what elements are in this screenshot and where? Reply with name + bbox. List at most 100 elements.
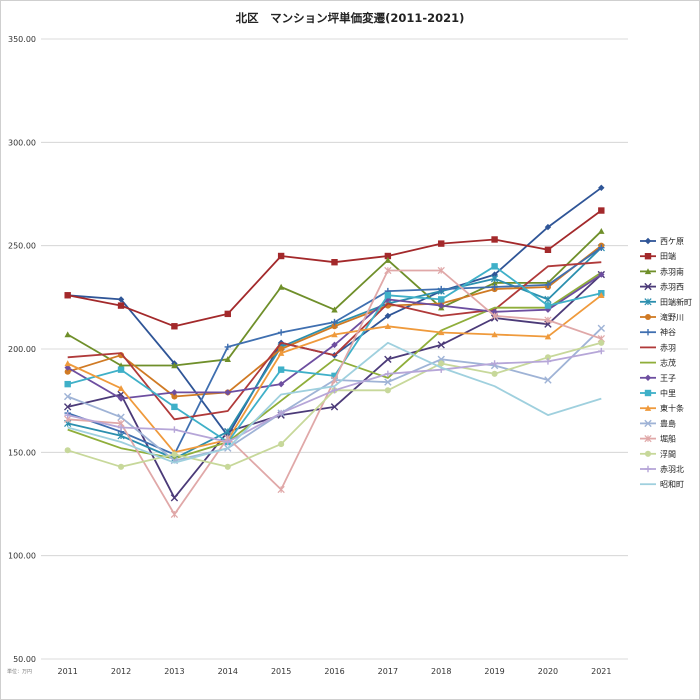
legend-marker <box>644 405 652 411</box>
data-point <box>490 312 499 320</box>
data-point <box>171 393 178 400</box>
data-point <box>544 246 552 253</box>
legend-marker <box>644 389 652 397</box>
y-tick-label: 350.00 <box>8 35 36 44</box>
data-point <box>544 302 552 309</box>
data-point <box>171 362 178 369</box>
data-point <box>171 403 178 411</box>
legend-label: 豊島 <box>660 418 676 428</box>
data-point <box>544 333 552 340</box>
data-point <box>598 207 605 214</box>
data-point <box>331 318 338 326</box>
data-point <box>598 184 605 191</box>
data-point <box>278 345 285 353</box>
data-point <box>384 252 392 260</box>
data-point <box>598 244 605 251</box>
data-point <box>331 323 338 330</box>
grid-lines <box>41 38 628 660</box>
data-point <box>438 296 445 303</box>
data-point <box>384 387 391 394</box>
legend-item: 王子 <box>640 374 676 383</box>
legend-item: 赤羽南 <box>640 266 684 276</box>
legend-item: 神谷 <box>640 327 676 337</box>
legend-item: 中里 <box>640 388 676 398</box>
data-point <box>117 413 125 421</box>
x-tick-label: 2021 <box>591 667 611 676</box>
legend-item: 浮間 <box>640 449 676 459</box>
y-tick-label: 50.00 <box>13 655 36 664</box>
legend-item: 赤羽 <box>640 343 676 352</box>
data-point <box>63 392 72 401</box>
legend-label: 昭和町 <box>660 480 684 489</box>
data-point <box>438 360 445 367</box>
data-point <box>437 266 445 275</box>
data-point <box>438 285 445 293</box>
data-point <box>598 339 605 346</box>
data-point <box>278 441 285 448</box>
series-8 <box>67 261 602 421</box>
data-point <box>544 354 551 361</box>
data-point <box>277 283 285 290</box>
y-tick-label: 150.00 <box>8 448 36 457</box>
data-point <box>117 385 125 391</box>
legend-label: 王子 <box>660 374 676 383</box>
legend-marker <box>644 237 652 245</box>
data-point <box>277 329 285 336</box>
data-point <box>331 306 338 313</box>
legend-marker <box>644 450 652 457</box>
data-point <box>384 312 392 320</box>
series-line <box>67 341 602 468</box>
y-tick-label: 250.00 <box>8 242 36 251</box>
legend-label: 中里 <box>660 388 676 398</box>
x-tick-label: 2020 <box>538 667 558 676</box>
y-tick-label: 200.00 <box>8 345 36 354</box>
data-point <box>224 438 231 446</box>
legend-label: 田端新町 <box>660 297 692 307</box>
data-point <box>598 271 605 278</box>
x-tick-label: 2012 <box>111 667 131 676</box>
data-point <box>171 451 178 458</box>
data-point <box>598 292 605 298</box>
data-point <box>117 424 125 431</box>
data-point <box>490 275 499 283</box>
data-point <box>171 426 178 433</box>
legend-item: 東十条 <box>640 403 684 413</box>
data-point <box>384 378 392 386</box>
legend-marker <box>644 268 652 275</box>
legend-label: 赤羽北 <box>660 465 684 474</box>
legend-label: 堀船 <box>660 434 676 444</box>
data-point <box>491 360 498 367</box>
data-point <box>491 331 498 338</box>
data-point <box>544 295 552 304</box>
data-point <box>330 403 339 411</box>
x-tick-label: 2011 <box>58 667 78 676</box>
data-point <box>277 349 285 356</box>
legend-marker <box>644 434 652 443</box>
x-tick-label: 2016 <box>324 667 344 676</box>
chart-title: 北区 マンション坪単価変遷(2011-2021) <box>236 11 465 25</box>
data-point <box>598 347 605 355</box>
legend-label: 田端 <box>660 251 676 261</box>
data-point <box>64 292 71 299</box>
data-point <box>384 323 392 329</box>
data-point <box>117 366 125 373</box>
data-point <box>171 323 178 330</box>
data-point <box>117 395 125 402</box>
data-point <box>170 494 179 502</box>
data-point <box>491 283 498 291</box>
data-point <box>491 370 498 377</box>
data-point <box>277 252 285 260</box>
legend-marker <box>644 419 652 428</box>
data-point <box>544 306 552 313</box>
series-line <box>67 246 602 456</box>
data-point <box>224 428 232 436</box>
legend-item: 田端 <box>640 251 676 261</box>
legend-item: 田端新町 <box>640 297 692 307</box>
data-point <box>438 240 445 247</box>
data-point <box>64 380 71 388</box>
legend-label: 志茂 <box>660 358 676 368</box>
x-tick-label: 2015 <box>271 667 291 676</box>
data-point <box>438 302 445 309</box>
data-point <box>277 485 285 494</box>
